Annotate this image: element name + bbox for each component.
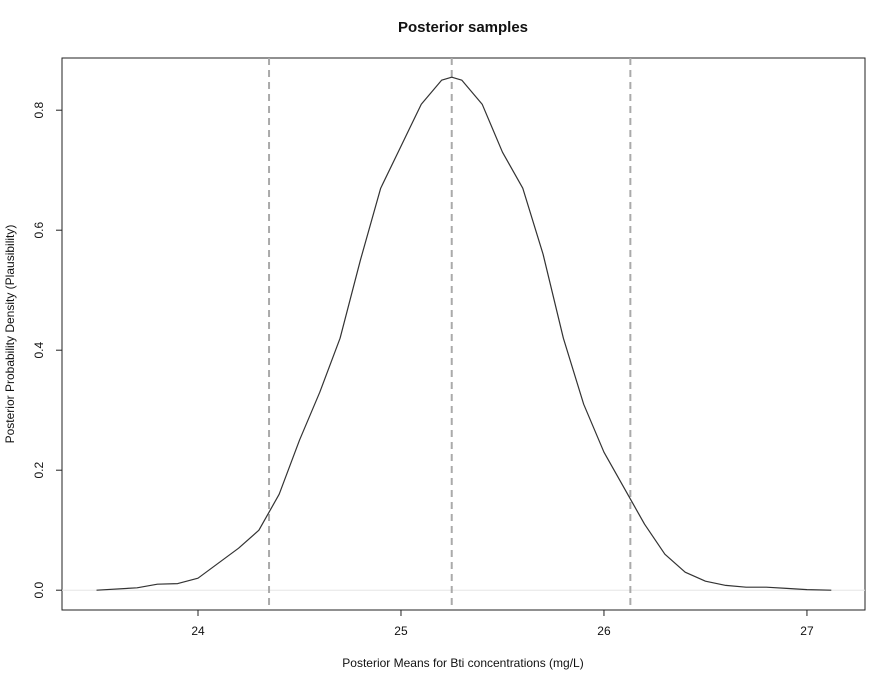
- y-tick-label: 0.4: [32, 342, 46, 359]
- x-tick-label: 24: [191, 624, 205, 638]
- x-axis-label: Posterior Means for Bti concentrations (…: [342, 656, 583, 670]
- density-line: [96, 76, 832, 591]
- y-axis-label: Posterior Probability Density (Plausibil…: [3, 225, 17, 444]
- x-tick-label: 26: [597, 624, 611, 638]
- x-tick-label: 25: [394, 624, 408, 638]
- chart-title: Posterior samples: [398, 19, 528, 36]
- y-tick-label: 0.6: [32, 222, 46, 239]
- y-tick-label: 0.0: [32, 582, 46, 599]
- x-tick-label: 27: [800, 624, 814, 638]
- plot-frame: [61, 57, 866, 611]
- y-tick-label: 0.8: [32, 102, 46, 119]
- y-tick-label: 0.2: [32, 462, 46, 479]
